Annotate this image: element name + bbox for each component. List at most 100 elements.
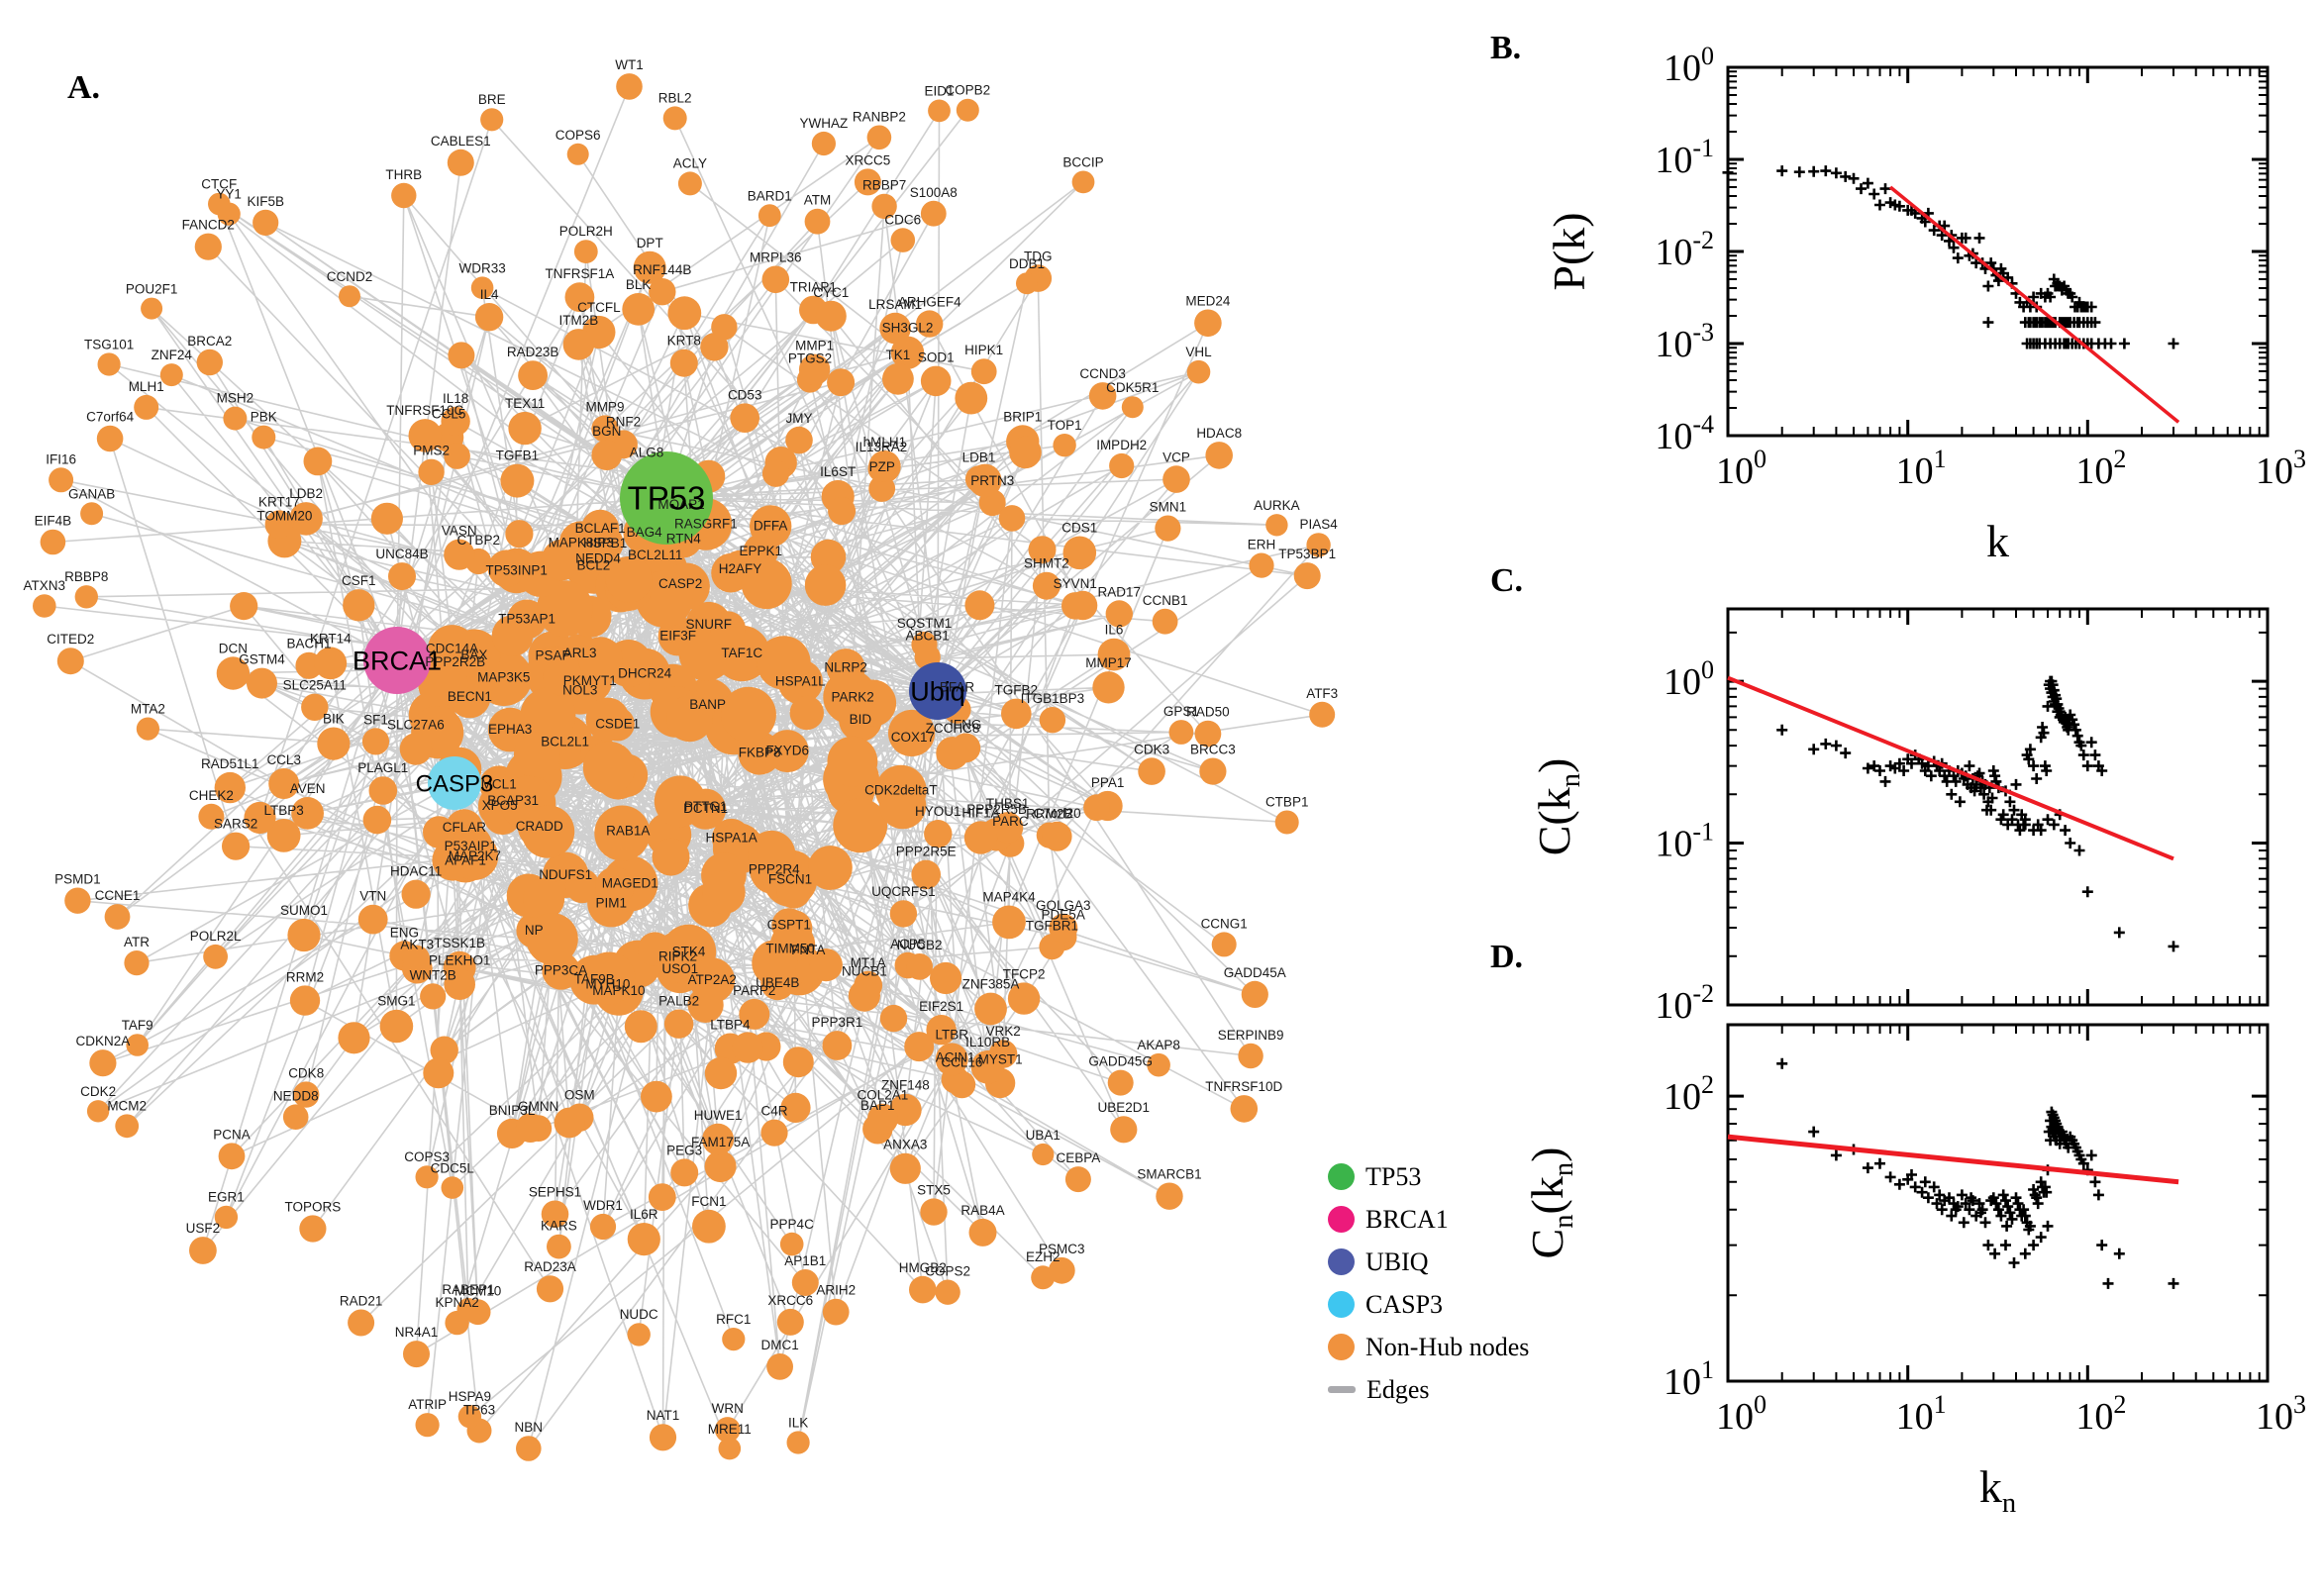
gene-label: POLR2H [559, 224, 613, 239]
gene-label: OSM [564, 1088, 595, 1103]
gene-label: IFNG [950, 717, 981, 732]
axis-tick-label: 10-2 [1655, 979, 1714, 1027]
gene-label: NUCB2 [897, 938, 943, 952]
gene-label: BCL2 [577, 558, 611, 573]
gene-label: RTN4 [666, 532, 702, 547]
casp3-swatch-icon [1328, 1291, 1355, 1318]
gene-label: EPPK1 [740, 544, 783, 558]
gene-label: AP1B1 [784, 1253, 826, 1268]
gene-label: MYST1 [978, 1052, 1023, 1067]
hub-node-casp3 [428, 756, 481, 810]
gene-label: KIF5B [247, 194, 284, 209]
gene-label: GPS1 [1163, 704, 1199, 719]
gene-label: PEG3 [666, 1143, 702, 1157]
panel-b-ylabel: P(k) [1544, 212, 1594, 290]
gene-label: AKT3 [400, 938, 434, 952]
axis-tick-label: 100 [1716, 1390, 1767, 1438]
gene-label: RBL2 [658, 90, 692, 105]
gene-label: CSF1 [342, 573, 376, 588]
gene-label: KPNA2 [435, 1295, 478, 1310]
gene-label: MCL1 [481, 777, 517, 792]
gene-label: PPP2R5B [966, 802, 1027, 817]
gene-label: PLAGL1 [357, 760, 408, 775]
gene-label: TRIAP1 [790, 280, 837, 295]
gene-label: MAGED1 [602, 875, 658, 890]
gene-label: CDK8 [288, 1065, 324, 1080]
gene-label: CCNE1 [95, 888, 141, 903]
gene-label: HMGB2 [899, 1260, 947, 1275]
gene-label: APAF1 [445, 853, 486, 868]
panel-c-plot: 100 10-1 10-2 [1655, 607, 2270, 1027]
gene-label: BRIP1 [1003, 409, 1042, 424]
gene-label: TSG101 [84, 337, 134, 351]
gene-label: NBN [515, 1420, 544, 1435]
gene-label: CCND2 [327, 269, 373, 284]
gene-label: C7orf64 [86, 410, 135, 425]
gene-label: PSMC3 [1039, 1242, 1085, 1256]
gene-label: USO1 [661, 961, 698, 976]
gene-label: HSPA1L [775, 674, 826, 689]
gene-label: COPS3 [404, 1149, 450, 1164]
gene-label: BID [850, 712, 872, 727]
gene-label: LDB2 [289, 486, 323, 501]
gene-label: PDE5A [1042, 908, 1085, 923]
gene-label: IL13RA2 [856, 440, 908, 454]
gene-label: BARD1 [748, 188, 792, 203]
gene-label: WRN [712, 1401, 744, 1416]
gene-label: JMY [786, 411, 813, 426]
gene-label: TP53BP1 [1278, 547, 1336, 561]
gene-label: LRSAM1 [868, 297, 922, 312]
gene-label: CDC6 [884, 212, 921, 227]
gene-label: PPP3R1 [812, 1015, 863, 1030]
gene-label: NP [525, 923, 544, 938]
gene-label: ATP2A2 [688, 972, 737, 987]
gene-label: KRT14 [310, 631, 352, 646]
gene-label: THBS1 [986, 796, 1030, 811]
gene-label: RAB4A [960, 1203, 1004, 1218]
gene-label: EID1 [924, 84, 954, 99]
gene-label: NEDD8 [273, 1088, 319, 1103]
gene-label: GOLGA3 [1036, 898, 1091, 913]
gene-label: SLC27A6 [387, 717, 445, 732]
gene-label: CTBP1 [1265, 795, 1309, 810]
gene-label: PZP [869, 459, 895, 474]
gene-label: LDB1 [962, 449, 996, 464]
gene-label: XRCC6 [767, 1293, 813, 1308]
gene-label: HIPK1 [964, 343, 1003, 357]
gene-label: BNIP3L [489, 1103, 536, 1118]
ppi-network-panel: ZNF24 C7orf64 MCM10 USF2 MCM2 CDC6 S100A8 GPS1 B… [24, 57, 1338, 1461]
gene-label: XRCC5 [846, 152, 891, 167]
gene-label: DHCR24 [618, 666, 672, 681]
gene-label: ENG [390, 925, 419, 940]
gene-label: HSPA9 [449, 1389, 491, 1404]
gene-label: ACIN1 [936, 1049, 975, 1064]
gene-label: MAP4K4 [982, 890, 1036, 905]
gene-label: TP53INP1 [486, 563, 548, 578]
gene-label: CHEK2 [189, 788, 234, 803]
gene-label: BAG4 [627, 525, 663, 540]
gene-label: hMLH1 [863, 435, 907, 449]
gene-label: TAF1C [721, 646, 762, 660]
gene-label: CTCF [201, 177, 237, 192]
axis-tick-label: 100 [1664, 42, 1714, 89]
gene-label: CEBPA [1057, 1150, 1101, 1165]
gene-label: POU2F1 [126, 282, 178, 297]
gene-label: SUMO1 [280, 903, 328, 918]
gene-label: UBE4B [756, 975, 799, 990]
gene-label: CITED2 [47, 632, 94, 647]
legend-label: CASP3 [1365, 1289, 1444, 1319]
gene-label: SMN1 [1150, 500, 1187, 515]
gene-label: PSAP [535, 648, 570, 663]
panel-d-label: D. [1490, 939, 1524, 975]
gene-label: DPT [637, 236, 663, 250]
nonhub-swatch-icon [1328, 1334, 1355, 1360]
gene-label: SERPINB9 [1218, 1028, 1284, 1043]
legend-label: UBIQ [1365, 1247, 1429, 1276]
gene-label: RRM2 [286, 969, 324, 984]
gene-label: PIM1 [596, 895, 628, 910]
gene-label: PALB2 [658, 994, 699, 1009]
legend-item-nonhub: Non-Hub nodes [1328, 1326, 1529, 1368]
gene-label: MAPK10 [592, 983, 645, 998]
